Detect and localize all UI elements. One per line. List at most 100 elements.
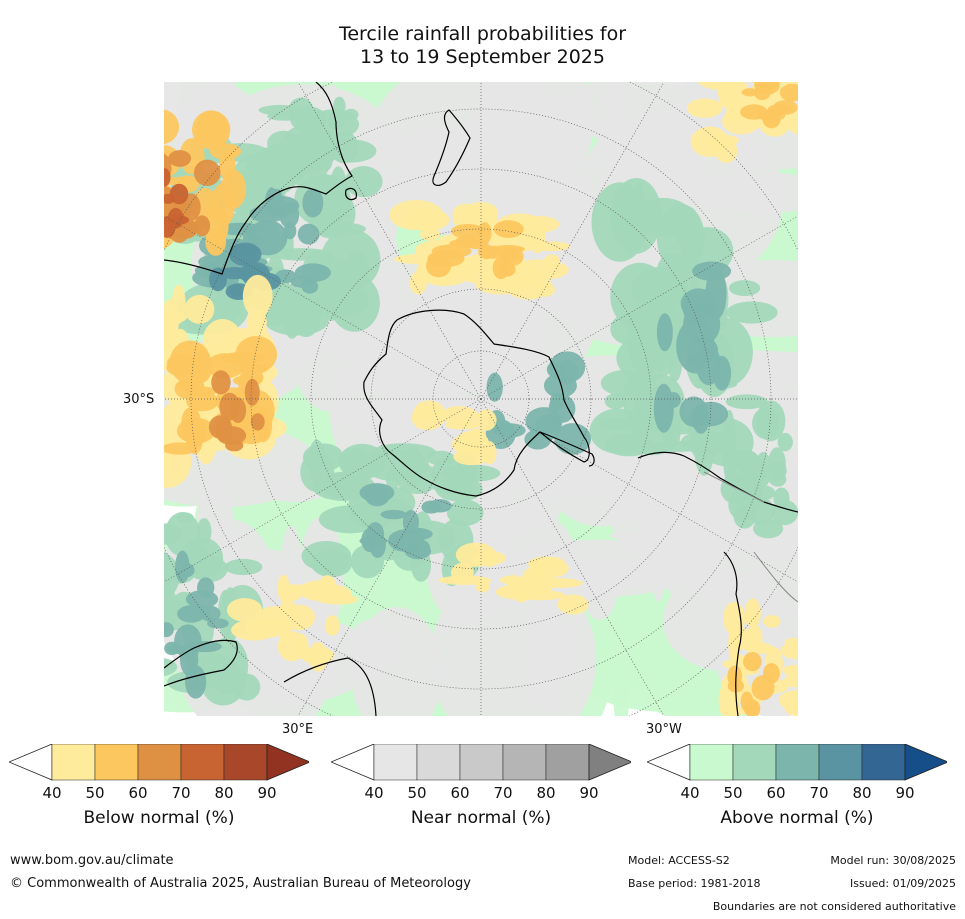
probability-patch xyxy=(185,416,204,455)
model-text: Model: ACCESS-S2 xyxy=(628,854,730,867)
colorbar-tick-label: 70 xyxy=(493,784,513,802)
probability-patch xyxy=(666,392,681,408)
probability-patch xyxy=(164,299,180,341)
probability-patch xyxy=(164,523,183,545)
probability-patch xyxy=(431,244,472,258)
probability-patch xyxy=(250,413,265,431)
colorbar-segment xyxy=(545,744,590,781)
colorbar-tick-label: 60 xyxy=(450,784,470,802)
probability-patch xyxy=(455,235,482,249)
probability-patch xyxy=(656,203,705,273)
probability-patch xyxy=(247,219,288,256)
probability-patch xyxy=(740,457,768,485)
coastlines xyxy=(164,82,798,716)
probability-patch xyxy=(404,543,432,560)
probability-patch xyxy=(308,584,352,603)
probability-patch xyxy=(757,110,785,122)
colorbar-tick-label: 70 xyxy=(809,784,829,802)
probability-patch xyxy=(224,558,263,576)
latitude-circle xyxy=(190,108,772,690)
colorbar-segment xyxy=(137,744,182,781)
probability-patch xyxy=(694,428,714,476)
colorbar-tick-label: 80 xyxy=(536,784,556,802)
colorbar-segment xyxy=(732,744,777,781)
probability-patch xyxy=(185,590,219,609)
probability-patch xyxy=(249,205,287,223)
probability-patch xyxy=(366,82,570,238)
probability-patch xyxy=(167,207,184,229)
probability-patch xyxy=(369,532,386,558)
colorbar-below-normal-label: Below normal (%) xyxy=(83,808,235,828)
probability-patch xyxy=(728,280,761,297)
probability-patch xyxy=(194,653,238,679)
map-title-line1: Tercile rainfall probabilities for xyxy=(338,23,627,45)
probability-patch xyxy=(351,606,442,716)
probability-patch xyxy=(302,188,324,218)
probability-patch xyxy=(779,83,798,102)
probability-patch xyxy=(600,369,651,397)
colorbar-tick-label: 90 xyxy=(257,784,277,802)
colorbar-tick-label: 90 xyxy=(579,784,599,802)
probability-patch xyxy=(492,256,509,280)
probability-patch xyxy=(445,420,479,430)
colorbar-tick-label: 40 xyxy=(42,784,62,802)
probability-patch xyxy=(486,372,503,402)
colorbar-tick-label: 40 xyxy=(364,784,384,802)
probability-patch xyxy=(199,605,221,622)
probability-patch xyxy=(470,550,507,566)
polar-map-canvas xyxy=(164,82,798,716)
probability-patch xyxy=(784,637,798,647)
probability-patch xyxy=(202,319,243,361)
colorbar-segment xyxy=(180,744,225,781)
colorbar-min-extend xyxy=(9,744,53,781)
probability-patch xyxy=(164,641,180,656)
probability-patch xyxy=(338,443,386,480)
probability-patch xyxy=(697,133,740,147)
probability-patch xyxy=(748,497,775,526)
probability-patch xyxy=(174,378,199,399)
probability-patch xyxy=(450,562,474,583)
colorbar-min-extend xyxy=(331,744,375,781)
probability-patch xyxy=(493,220,524,238)
colorbar-segment xyxy=(861,744,906,781)
probability-patch xyxy=(687,356,701,371)
colorbar-segment xyxy=(94,744,139,781)
probability-patch xyxy=(175,550,190,584)
probability-patch xyxy=(164,622,174,638)
probability-patch xyxy=(726,301,778,324)
probability-patch xyxy=(744,611,757,625)
graticule xyxy=(164,82,798,716)
colorbar-max-extend xyxy=(904,744,947,781)
latitude-circle xyxy=(310,228,652,570)
colorbar-tick-label: 80 xyxy=(852,784,872,802)
australia-coastline xyxy=(164,82,353,275)
probability-patch xyxy=(725,394,768,410)
probability-patch xyxy=(393,538,408,547)
colorbar-near-normal-bar xyxy=(331,744,631,781)
colorbar-segment xyxy=(502,744,547,781)
probability-patch xyxy=(656,313,673,352)
probability-patch xyxy=(226,598,263,622)
probability-patch xyxy=(290,106,327,133)
colorbar-tick-label: 60 xyxy=(766,784,786,802)
probability-patch xyxy=(421,500,441,514)
probability-patch xyxy=(184,294,215,324)
probability-patch xyxy=(782,664,798,676)
probability-patch xyxy=(302,443,344,472)
probability-patch xyxy=(474,273,526,295)
website-link[interactable]: www.bom.gov.au/climate xyxy=(10,853,174,868)
probability-patch xyxy=(306,128,320,150)
colorbar-tick-label: 70 xyxy=(171,784,191,802)
probability-patch xyxy=(308,642,328,672)
probability-patch xyxy=(500,575,521,585)
probability-patch xyxy=(608,531,678,540)
colorbar-segment xyxy=(416,744,461,781)
probability-patch xyxy=(778,690,798,710)
colorbar-tick-label: 50 xyxy=(85,784,105,802)
probability-patch xyxy=(557,594,589,615)
probability-patch xyxy=(780,641,798,660)
probability-patch xyxy=(597,418,635,430)
probability-patch xyxy=(196,110,228,148)
probability-patch xyxy=(228,242,262,267)
probability-patch xyxy=(336,377,397,387)
